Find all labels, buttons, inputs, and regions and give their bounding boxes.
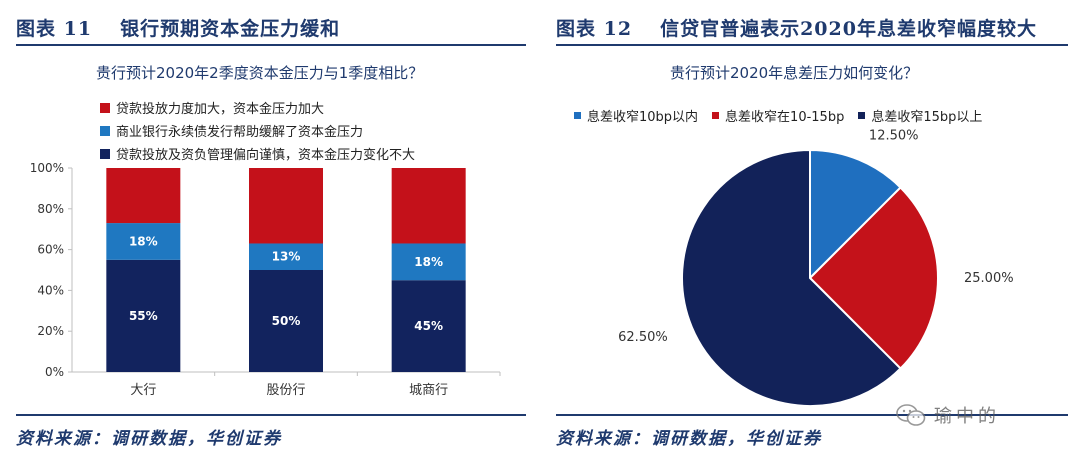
- footer-rule: [556, 414, 1068, 416]
- bar-chart-title: 贵行预计2020年2季度资本金压力与1季度相比？: [96, 64, 424, 82]
- bar-segment: [106, 259, 181, 372]
- legend-swatch: [100, 148, 110, 159]
- y-tick-label: 40%: [37, 283, 64, 297]
- pie-slice: [809, 148, 902, 281]
- bar-data-label: 55%: [129, 309, 158, 323]
- y-tick-label: 0%: [45, 365, 64, 379]
- legend-swatch: [712, 112, 720, 119]
- pie-data-label: 12.50%: [869, 129, 919, 144]
- footer-rule: [16, 414, 526, 416]
- figure-11-panel: 图表 11 银行预期资本金压力缓和 贵行预计2020年2季度资本金压力与1季度相比…: [0, 0, 530, 464]
- figure-12-source: 资料来源：调研数据，华创证券: [556, 429, 822, 449]
- legend-label: 贷款投放力度加大，资本金压力加大: [116, 102, 325, 117]
- pie-chart-title: 贵行预计2020年息差压力如何变化？: [670, 64, 919, 82]
- bar-segment: [106, 168, 181, 224]
- legend-label: 贷款投放及资负管理偏向谨慎，资本金压力变化不大: [116, 148, 416, 163]
- x-category-label: 城商行: [409, 383, 448, 398]
- legend-item: 息差收窄10bp以内: [574, 106, 698, 125]
- pie-slice: [808, 186, 940, 370]
- figure-12-number: 图表 12: [556, 18, 633, 40]
- legend-swatch: [100, 102, 110, 113]
- stacked-bar-chart: 0% 20% 40% 60% 80% 100% 55% 18% 大行 50% 13% 股份行 45% 18…: [30, 161, 501, 398]
- x-category-label: 股份行: [266, 383, 305, 398]
- legend-swatch: [574, 112, 581, 119]
- y-tick-label: 20%: [37, 324, 64, 338]
- bar-data-label: 45%: [414, 319, 443, 333]
- legend-swatch: [858, 112, 866, 119]
- figure-11-source: 资料来源：调研数据，华创证券: [16, 429, 282, 449]
- legend-label: 息差收窄15bp以上: [871, 110, 983, 125]
- legend-item: 商业银行永续债发行帮助缓解了资本金压力: [100, 119, 415, 142]
- legend-swatch: [100, 125, 110, 136]
- figure-12-panel: 图表 12 信贷官普遍表示2020年息差收窄幅度较大 贵行预计2020年息差压力如…: [548, 0, 1080, 464]
- bar-segment: [391, 243, 466, 281]
- bar-data-label: 13%: [272, 250, 301, 264]
- wechat-icon: [896, 404, 926, 426]
- header-rule: [556, 44, 1068, 46]
- figure-11-title: 银行预期资本金压力缓和: [120, 18, 341, 40]
- x-category-label: 大行: [130, 383, 156, 398]
- bar-data-label: 18%: [414, 255, 443, 269]
- legend-item: 息差收窄15bp以上: [858, 106, 982, 125]
- watermark-text: 瑜中的: [934, 406, 1000, 427]
- bar-data-label: 18%: [129, 234, 158, 248]
- legend-item: 贷款投放力度加大，资本金压力加大: [100, 96, 415, 119]
- legend-item: 贷款投放及资负管理偏向谨慎，资本金压力变化不大: [100, 142, 415, 165]
- pie-slice: [681, 148, 902, 407]
- figure-11-number: 图表 11: [16, 18, 93, 40]
- figure-11-header: 图表 11 银行预期资本金压力缓和: [16, 14, 340, 42]
- pie-data-label: 25.00%: [964, 271, 1014, 286]
- wechat-watermark: 瑜中的: [896, 400, 1066, 430]
- bar-chart-legend: 贷款投放力度加大，资本金压力加大商业银行永续债发行帮助缓解了资本金压力贷款投放及…: [100, 96, 415, 165]
- legend-item: 息差收窄在10-15bp: [712, 106, 844, 125]
- figure-12-title: 信贷官普遍表示2020年息差收窄幅度较大: [660, 18, 1037, 40]
- legend-label: 息差收窄在10-15bp: [725, 110, 845, 125]
- bar-segment: [249, 168, 323, 244]
- bar-segment: [106, 223, 181, 260]
- bar-segment: [249, 243, 323, 270]
- y-tick-label: 60%: [37, 243, 64, 257]
- header-rule: [16, 44, 526, 46]
- y-tick-label: 100%: [30, 161, 64, 175]
- figure-12-header: 图表 12 信贷官普遍表示2020年息差收窄幅度较大: [556, 14, 1037, 42]
- y-tick-label: 80%: [37, 202, 64, 216]
- pie-data-label: 62.50%: [618, 330, 668, 345]
- bar-segment: [249, 270, 323, 372]
- bar-segment: [391, 168, 466, 244]
- bar-data-label: 50%: [272, 314, 301, 328]
- pie-chart: 12.50% 25.00% 62.50%: [618, 129, 1014, 407]
- legend-label: 息差收窄10bp以内: [587, 110, 699, 125]
- pie-chart-legend: 息差收窄10bp以内 息差收窄在10-15bp 息差收窄15bp以上: [574, 106, 996, 125]
- legend-label: 商业银行永续债发行帮助缓解了资本金压力: [116, 125, 364, 140]
- bar-segment: [391, 280, 466, 372]
